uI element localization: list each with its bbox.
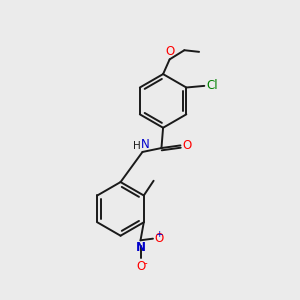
Text: N: N (141, 138, 150, 151)
Text: N: N (136, 241, 146, 254)
Text: O: O (165, 45, 174, 58)
Text: Cl: Cl (206, 80, 218, 92)
Text: H: H (134, 141, 141, 151)
Text: O: O (136, 260, 145, 273)
Text: -: - (143, 258, 147, 268)
Text: O: O (182, 139, 192, 152)
Text: O: O (154, 232, 164, 245)
Text: +: + (155, 230, 163, 239)
